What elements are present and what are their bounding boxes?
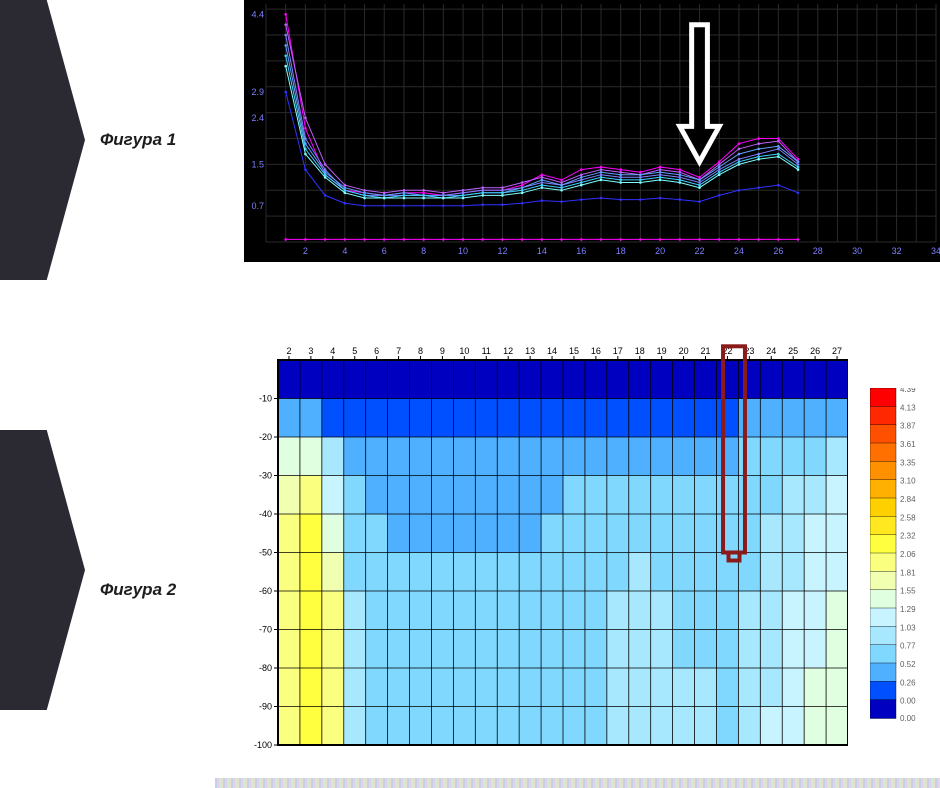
svg-text:0.00: 0.00 <box>900 697 916 706</box>
svg-text:30: 30 <box>852 246 862 256</box>
svg-text:0.26: 0.26 <box>900 678 916 687</box>
svg-text:20: 20 <box>679 346 689 356</box>
svg-text:1.5: 1.5 <box>251 159 264 169</box>
figure1-line-chart: 0.71.52.42.94.42468101214161820222426283… <box>244 0 940 262</box>
svg-text:14: 14 <box>537 246 547 256</box>
svg-text:27: 27 <box>832 346 842 356</box>
svg-text:18: 18 <box>616 246 626 256</box>
svg-text:1.55: 1.55 <box>900 587 916 596</box>
svg-text:22: 22 <box>695 246 705 256</box>
svg-text:8: 8 <box>418 346 423 356</box>
page: Фигура 1 Фигура 2 0.71.52.42.94.42468101… <box>0 0 940 788</box>
svg-text:3: 3 <box>308 346 313 356</box>
svg-text:25: 25 <box>788 346 798 356</box>
svg-text:2.84: 2.84 <box>900 495 916 504</box>
svg-text:-30: -30 <box>259 471 272 481</box>
svg-text:6: 6 <box>374 346 379 356</box>
svg-text:26: 26 <box>773 246 783 256</box>
svg-text:8: 8 <box>421 246 426 256</box>
svg-text:0.7: 0.7 <box>251 201 264 211</box>
svg-text:0.00: 0.00 <box>900 714 916 723</box>
svg-text:12: 12 <box>503 346 513 356</box>
svg-text:7: 7 <box>396 346 401 356</box>
pointer-shape-1 <box>0 0 90 280</box>
figure2-colorbar: 4.39 4.13 3.87 3.61 3.35 3.10 2.84 2.58 2.32 2.06… <box>870 388 936 728</box>
svg-text:1.29: 1.29 <box>900 605 916 614</box>
svg-text:1.81: 1.81 <box>900 568 916 577</box>
svg-text:2.4: 2.4 <box>251 113 264 123</box>
svg-text:-60: -60 <box>259 586 272 596</box>
svg-text:18: 18 <box>635 346 645 356</box>
svg-text:-20: -20 <box>259 432 272 442</box>
svg-text:9: 9 <box>440 346 445 356</box>
svg-text:6: 6 <box>382 246 387 256</box>
svg-text:16: 16 <box>591 346 601 356</box>
svg-text:2.32: 2.32 <box>900 532 916 541</box>
svg-text:-70: -70 <box>259 625 272 635</box>
svg-text:14: 14 <box>547 346 557 356</box>
svg-text:-80: -80 <box>259 663 272 673</box>
svg-text:16: 16 <box>576 246 586 256</box>
svg-text:13: 13 <box>525 346 535 356</box>
svg-text:-100: -100 <box>254 740 272 750</box>
svg-text:24: 24 <box>766 346 776 356</box>
svg-text:3.61: 3.61 <box>900 440 916 449</box>
svg-text:4: 4 <box>330 346 335 356</box>
svg-text:26: 26 <box>810 346 820 356</box>
svg-text:3.35: 3.35 <box>900 458 916 467</box>
svg-text:3.10: 3.10 <box>900 477 916 486</box>
svg-text:20: 20 <box>655 246 665 256</box>
svg-text:21: 21 <box>700 346 710 356</box>
figure1-label: Фигура 1 <box>100 130 176 150</box>
svg-text:-10: -10 <box>259 394 272 404</box>
svg-text:10: 10 <box>458 246 468 256</box>
svg-text:4.39: 4.39 <box>900 388 916 394</box>
svg-text:19: 19 <box>657 346 667 356</box>
svg-text:4: 4 <box>342 246 347 256</box>
svg-text:-40: -40 <box>259 509 272 519</box>
svg-text:0.77: 0.77 <box>900 642 916 651</box>
figure2-heatmap: 2345678910111213141516171819202122232425… <box>238 335 848 760</box>
svg-text:17: 17 <box>613 346 623 356</box>
svg-text:-90: -90 <box>259 702 272 712</box>
decorative-strip <box>215 778 940 788</box>
svg-text:15: 15 <box>569 346 579 356</box>
svg-text:-50: -50 <box>259 548 272 558</box>
svg-text:2.9: 2.9 <box>251 87 264 97</box>
svg-text:2: 2 <box>286 346 291 356</box>
svg-text:4.13: 4.13 <box>900 403 916 412</box>
svg-text:2: 2 <box>303 246 308 256</box>
svg-text:10: 10 <box>459 346 469 356</box>
svg-text:34: 34 <box>931 246 940 256</box>
svg-text:4.4: 4.4 <box>251 9 264 19</box>
pointer-shape-2 <box>0 430 90 710</box>
svg-text:1.03: 1.03 <box>900 623 916 632</box>
svg-text:2.06: 2.06 <box>900 550 916 559</box>
svg-text:24: 24 <box>734 246 744 256</box>
svg-text:3.87: 3.87 <box>900 422 916 431</box>
svg-text:0.52: 0.52 <box>900 660 916 669</box>
svg-text:12: 12 <box>497 246 507 256</box>
svg-text:32: 32 <box>892 246 902 256</box>
svg-text:5: 5 <box>352 346 357 356</box>
svg-text:11: 11 <box>482 346 491 356</box>
svg-text:2.58: 2.58 <box>900 513 916 522</box>
svg-text:28: 28 <box>813 246 823 256</box>
figure2-label: Фигура 2 <box>100 580 176 600</box>
